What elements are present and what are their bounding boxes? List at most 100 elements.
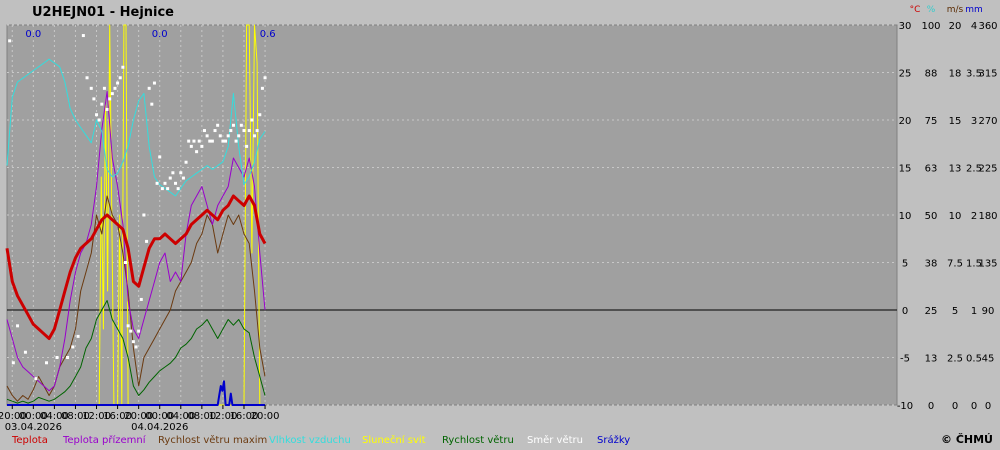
wind-direction-point <box>229 129 233 133</box>
axis-tick-label: 15 <box>949 116 962 127</box>
axis-tick-label: 45 <box>982 354 995 365</box>
wind-direction-point <box>202 129 206 133</box>
x-tick-label: 00:00 <box>19 411 48 422</box>
axis-tick-label: 180 <box>978 211 997 222</box>
rain-total-label: 0.0 <box>25 29 41 40</box>
wind-direction-point <box>147 86 151 90</box>
wind-direction-point <box>218 134 222 138</box>
wind-direction-point <box>176 187 180 191</box>
wind-direction-point <box>253 134 257 138</box>
axis-tick-label: 20 <box>949 21 962 32</box>
wind-direction-point <box>150 102 154 106</box>
wind-direction-point <box>258 113 262 117</box>
wind-direction-point <box>113 86 117 90</box>
wind-direction-point <box>139 297 143 301</box>
axis-tick-label: -10 <box>897 401 913 412</box>
wind-direction-point <box>97 118 101 122</box>
axis-tick-label: 1 <box>971 306 977 317</box>
copyright: © ČHMÚ <box>941 433 993 446</box>
axis-tick-label: 90 <box>982 306 995 317</box>
axis-tick-label: 225 <box>978 164 997 175</box>
legend-item: Teplota <box>11 435 48 446</box>
axis-tick-label: 18 <box>949 69 962 80</box>
legend-item: Rychlost větru maxim <box>158 434 267 446</box>
series-rychlost-vetru <box>6 300 266 404</box>
wind-direction-point <box>155 181 159 185</box>
wind-direction-point <box>158 155 162 159</box>
axis-tick-label: 25 <box>899 69 912 80</box>
wind-direction-point <box>131 340 135 344</box>
axis-tick-label: 0.5 <box>966 354 982 365</box>
axis-tick-label: 13 <box>949 164 962 175</box>
wind-direction-point <box>134 345 138 349</box>
axis-tick-label: 0 <box>952 401 958 412</box>
legend: Teplota Teplota přízemní Rychlost větru ma… <box>11 434 630 446</box>
wind-direction-point <box>55 356 59 359</box>
wind-direction-point <box>213 129 217 133</box>
axis-tick-label: 38 <box>925 259 938 270</box>
wind-direction-point <box>184 160 188 164</box>
wind-direction-point <box>226 134 230 138</box>
legend-item: Směr větru <box>527 434 583 446</box>
series-teplota-prizemni <box>6 91 266 392</box>
x-tick-label: 04:00 <box>40 411 69 422</box>
wind-direction-point <box>92 97 96 101</box>
x-tick-label: 12:00 <box>209 411 238 422</box>
wind-direction-point <box>126 324 130 328</box>
wind-direction-point <box>110 92 114 96</box>
x-tick-label: 12:00 <box>82 411 111 422</box>
legend-item: Vlhkost vzduchu <box>269 435 351 446</box>
x-tick-label: 20:00 <box>251 411 280 422</box>
x-tick-label: 00:00 <box>145 411 174 422</box>
wind-direction-point <box>181 176 185 180</box>
wind-direction-point <box>81 34 85 38</box>
wind-direction-point <box>239 123 243 127</box>
wind-direction-point <box>89 86 93 90</box>
wind-direction-point <box>187 139 191 143</box>
wind-direction-point <box>237 134 241 138</box>
legend-item: Teplota přízemní <box>62 434 147 446</box>
grid <box>7 24 897 406</box>
axis-tick-label: 4 <box>971 21 977 32</box>
rain-total-label: 0.6 <box>260 29 276 40</box>
wind-direction-point <box>102 86 106 90</box>
rain-totals: 0.0 0.0 0.6 <box>25 29 275 40</box>
axis-tick-label: 270 <box>978 116 997 127</box>
rain-total-label: 0.0 <box>152 29 168 40</box>
wind-direction-point <box>16 324 20 328</box>
y-axes: °C302520151050-5-10%100887563503825130m/… <box>897 5 998 412</box>
series-layer <box>5 24 267 406</box>
axis-tick-label: 20 <box>899 116 912 127</box>
wind-direction-point <box>95 113 99 117</box>
axis-tick-label: 10 <box>949 211 962 222</box>
wind-direction-point <box>171 171 175 175</box>
x-tick-label: 16:00 <box>230 411 259 422</box>
chart-title: U2HEJN01 - Hejnice <box>32 5 174 20</box>
wind-direction-point <box>118 76 122 80</box>
wind-direction-point <box>137 329 141 333</box>
wind-direction-point <box>166 187 170 191</box>
wind-direction-point <box>105 107 109 111</box>
wind-direction-point <box>174 181 178 185</box>
axis-tick-label: 1.5 <box>966 259 982 270</box>
axis-tick-label: 0 <box>902 306 908 317</box>
axis-tick-label: 0 <box>928 401 934 412</box>
axis-tick-label: 7.5 <box>947 259 963 270</box>
wind-direction-point <box>247 129 251 133</box>
x-tick-label: 08:00 <box>61 411 90 422</box>
axis-tick-label: 0 <box>985 401 991 412</box>
x-tick-label: 08:00 <box>187 411 216 422</box>
wind-direction-point <box>195 150 199 154</box>
wind-direction-point <box>192 139 196 143</box>
axis-tick-label: 5 <box>902 259 908 270</box>
wind-direction-point <box>71 345 75 349</box>
axis-tick-label: 63 <box>925 164 938 175</box>
wind-direction-point <box>250 118 254 122</box>
wind-direction-point <box>255 129 259 133</box>
wind-direction-point <box>66 356 70 359</box>
axis-tick-label: 15 <box>899 164 912 175</box>
axis-unit: % <box>927 5 936 15</box>
legend-item: Srážky <box>597 434 630 446</box>
axis-unit: m/s <box>947 5 964 15</box>
x-tick-label: 04:00 <box>166 411 195 422</box>
